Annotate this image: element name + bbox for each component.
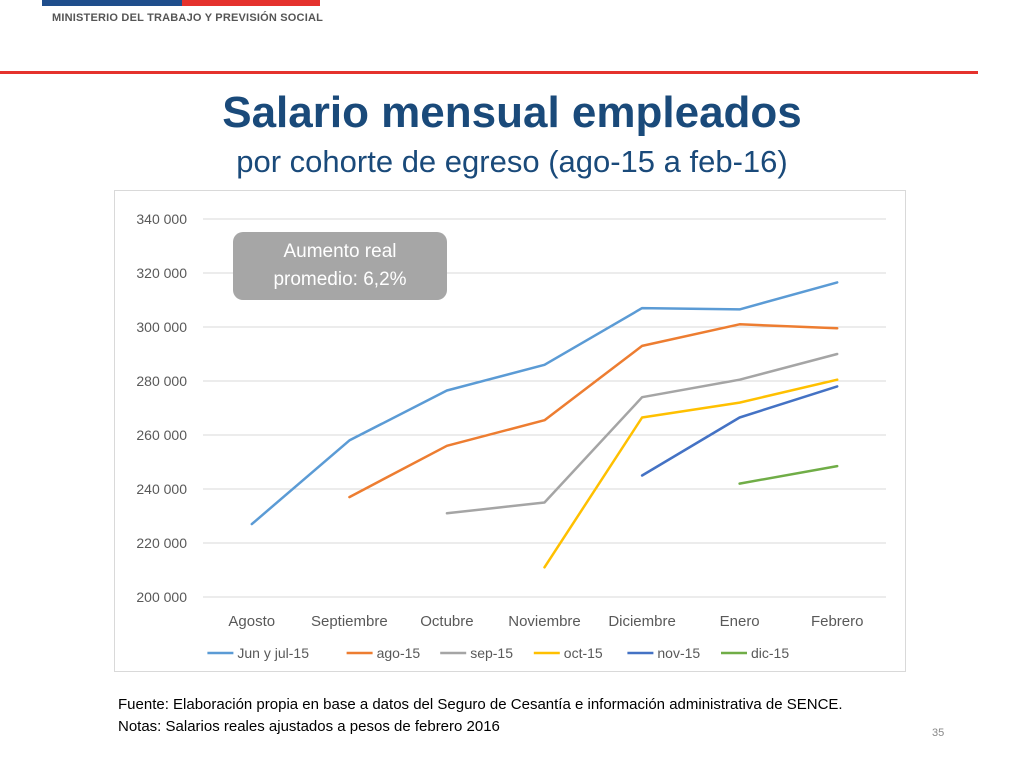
chart-frame: 200 000 220 000 240 000 260 000 280 000 300 0…: [114, 190, 906, 672]
y-tick-label: 220 000: [136, 535, 187, 551]
y-tick-label: 200 000: [136, 589, 187, 605]
y-tick-label: 320 000: [136, 265, 187, 281]
series-line-0: [250, 281, 839, 526]
header-blue-bar: [42, 0, 182, 6]
x-tick-label: Noviembre: [508, 613, 581, 630]
legend-label: nov-15: [657, 645, 700, 661]
x-tick-label: Octubre: [420, 613, 473, 630]
y-tick-label: 260 000: [136, 427, 187, 443]
x-tick-label: Diciembre: [608, 613, 676, 630]
series-line-3: [543, 378, 839, 569]
series-line-1: [348, 323, 839, 499]
source-note: Fuente: Elaboración propia en base a dat…: [118, 696, 843, 713]
callout-line-1: Aumento real: [283, 241, 397, 262]
legend-label: sep-15: [470, 645, 513, 661]
header-divider: [0, 71, 978, 74]
x-tick-label: Septiembre: [311, 613, 388, 630]
y-tick-label: 280 000: [136, 373, 187, 389]
line-chart: 200 000 220 000 240 000 260 000 280 000 300 0…: [136, 211, 886, 661]
header-red-bar: [182, 0, 320, 6]
series-line-4: [640, 385, 839, 477]
salary-note: Notas: Salarios reales ajustados a pesos…: [118, 718, 500, 735]
page-number: 35: [932, 727, 945, 739]
y-tick-label: 300 000: [136, 319, 187, 335]
y-tick-label: 340 000: [136, 211, 187, 227]
ministry-name: MINISTERIO DEL TRABAJO Y PREVISIÓN SOCIA…: [52, 12, 324, 24]
x-tick-label: Enero: [720, 613, 760, 630]
slide-subtitle: por cohorte de egreso (ago-15 a feb-16): [236, 144, 788, 179]
series-line-2: [445, 352, 839, 515]
x-tick-label: Agosto: [228, 613, 275, 630]
legend-label: Jun y jul-15: [237, 645, 309, 661]
legend-label: dic-15: [751, 645, 789, 661]
legend-label: ago-15: [377, 645, 421, 661]
slide-title: Salario mensual empleados: [222, 88, 802, 137]
legend-label: oct-15: [564, 645, 603, 661]
callout-line-2: promedio: 6,2%: [273, 269, 407, 290]
average-increase-callout: Aumento real promedio: 6,2%: [233, 232, 447, 300]
x-tick-label: Febrero: [811, 613, 864, 630]
series-line-5: [738, 464, 839, 485]
y-tick-label: 240 000: [136, 481, 187, 497]
